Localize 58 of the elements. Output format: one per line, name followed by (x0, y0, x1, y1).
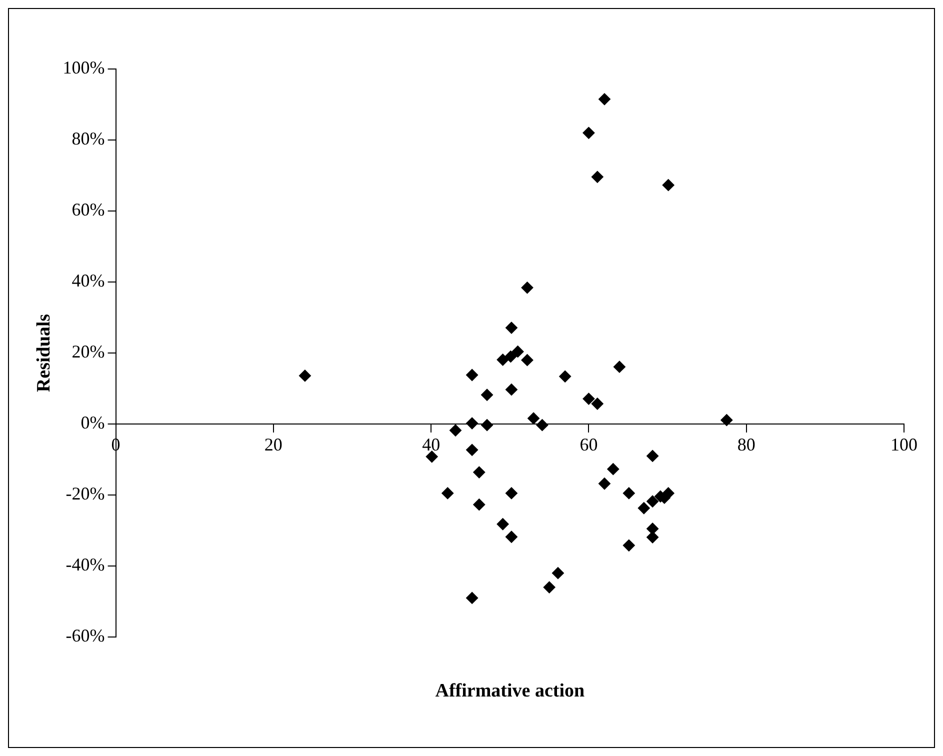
y-tick-label: 40% (72, 270, 105, 291)
y-tick-label: 80% (72, 128, 105, 149)
y-tick-label: -40% (66, 554, 105, 575)
point (473, 466, 486, 478)
point (607, 463, 620, 476)
point (505, 322, 518, 334)
point (466, 444, 478, 456)
point (466, 369, 478, 382)
point (496, 518, 509, 530)
point (481, 419, 494, 432)
point (496, 354, 509, 366)
point (504, 350, 517, 363)
point (473, 498, 486, 511)
point (450, 424, 462, 436)
point (591, 398, 604, 410)
point (646, 450, 659, 462)
y-axis-title: Residuals (33, 314, 54, 392)
x-tick-label: 20 (264, 434, 282, 455)
point (466, 417, 478, 430)
y-tick-label: 0% (80, 412, 105, 433)
point (622, 539, 635, 552)
point (521, 354, 534, 366)
y-tick-label: 60% (72, 200, 105, 220)
y-tick-label: -20% (66, 484, 105, 504)
point (426, 450, 438, 463)
y-tick-label: 20% (72, 342, 105, 362)
point (543, 581, 556, 594)
point (552, 567, 564, 580)
point (481, 388, 494, 401)
point (598, 478, 610, 490)
x-tick-label: 40 (422, 434, 440, 455)
point (512, 346, 524, 358)
point (298, 370, 311, 382)
point (613, 360, 626, 373)
point (505, 384, 518, 396)
point (528, 412, 540, 424)
x-tick-label: 80 (737, 434, 756, 455)
point (505, 530, 518, 543)
point (638, 502, 650, 514)
point (598, 93, 610, 106)
x-tick-label: 60 (580, 434, 598, 455)
point (505, 487, 518, 500)
point (582, 126, 595, 139)
point (521, 282, 534, 294)
point (591, 170, 604, 183)
point (662, 179, 674, 192)
y-tick-label: 100% (62, 58, 105, 78)
point (559, 370, 572, 382)
point (442, 487, 454, 500)
point (622, 487, 635, 500)
point (536, 419, 548, 432)
point (582, 392, 595, 405)
x-axis-title: Affirmative action (435, 680, 585, 702)
point (466, 592, 478, 604)
point (646, 495, 659, 508)
point (720, 414, 733, 426)
x-tick-label: 100 (890, 434, 918, 455)
y-tick-label: -60% (66, 626, 105, 646)
